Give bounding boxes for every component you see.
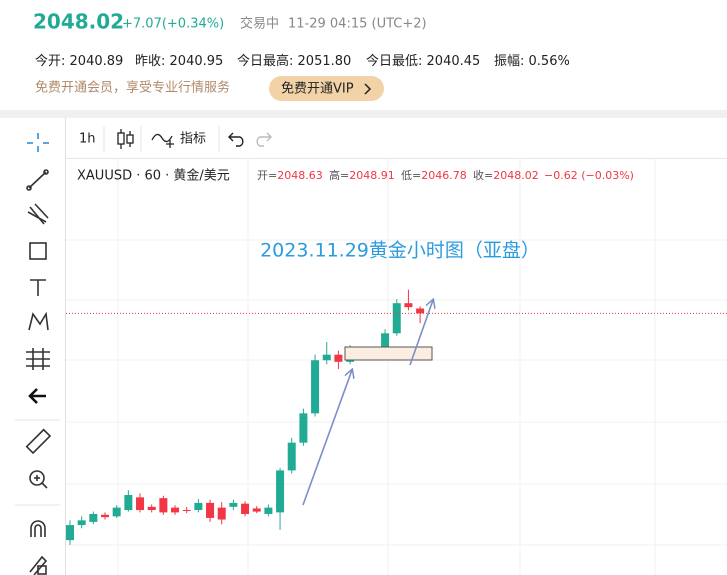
chart-annotation: 2023.11.29黄金小时图（亚盘） xyxy=(260,240,540,262)
market-status: 交易中 xyxy=(240,16,279,32)
ohlc-label: 收= xyxy=(473,168,493,182)
crosshair-tool[interactable] xyxy=(27,133,49,152)
stat-value: 0.56% xyxy=(529,54,570,69)
candle-body xyxy=(322,354,331,361)
stats-row: 今开: 2040.89 昨收: 2040.95 今日最高: 2051.80 今日… xyxy=(35,53,570,69)
ohlc-value: 2048.91 xyxy=(349,169,395,182)
candle-body xyxy=(194,502,203,511)
stat-label: 今日最高: xyxy=(237,53,293,69)
vip-button-label[interactable]: 免费开通VIP xyxy=(281,82,354,97)
candle-body xyxy=(381,333,390,354)
redo-button[interactable] xyxy=(256,132,272,147)
candle-body xyxy=(171,507,180,513)
candle-body xyxy=(252,508,261,512)
ohlc-label: 高= xyxy=(329,168,349,182)
candle-body xyxy=(334,354,343,362)
candle-body xyxy=(287,442,296,471)
stat-label: 今日最低: xyxy=(366,53,422,69)
lock-draw-tool[interactable] xyxy=(29,555,48,575)
candle-body xyxy=(404,303,413,308)
fib-tool[interactable] xyxy=(27,203,49,225)
candle-body xyxy=(112,507,121,517)
ohlc-value: 2046.78 xyxy=(421,169,467,182)
stat: 今日最高: 2051.80 xyxy=(237,53,351,69)
last-price: 2048.02 xyxy=(33,10,124,34)
stat: 今日最低: 2040.45 xyxy=(366,53,480,69)
ohlc-change: −0.62 (−0.03%) xyxy=(544,169,634,182)
vip-chevron xyxy=(364,83,372,95)
candle-body xyxy=(101,514,110,518)
stat-value: 2040.45 xyxy=(427,54,481,69)
zoom-tool[interactable] xyxy=(29,470,48,489)
magnet-tool[interactable] xyxy=(30,520,46,537)
back-tool[interactable] xyxy=(28,388,46,404)
candle-body xyxy=(264,507,273,514)
candle-body xyxy=(276,470,285,513)
ohlc-label: 低= xyxy=(401,169,421,182)
stat-label: 昨收: xyxy=(135,54,165,69)
drawn-box xyxy=(344,346,433,361)
stat-label: 今开: xyxy=(35,53,65,69)
pattern-tool[interactable] xyxy=(28,311,49,331)
candle-body xyxy=(241,503,250,514)
stat: 振幅: 0.56% xyxy=(494,54,570,69)
market-time: 11-29 04:15 (UTC+2) xyxy=(288,17,427,32)
indicator-label[interactable]: 指标 xyxy=(180,132,206,147)
ohlc-item: 低=2046.78 xyxy=(401,169,467,182)
candle-body xyxy=(182,510,191,512)
ohlc-value: 2048.02 xyxy=(493,169,539,182)
candle-body xyxy=(416,308,425,314)
candle-body xyxy=(77,520,86,526)
vip-button[interactable]: 免费开通VIP xyxy=(269,76,384,101)
plot xyxy=(66,289,727,545)
stat-value: 2040.95 xyxy=(170,54,224,69)
measure-tool[interactable] xyxy=(26,348,50,370)
vip-button-bg[interactable] xyxy=(269,76,384,101)
stat: 昨收: 2040.95 xyxy=(135,54,223,69)
stat-value: 2051.80 xyxy=(298,54,352,69)
ohlc-item: 高=2048.91 xyxy=(329,168,395,182)
drawn-arrow xyxy=(409,300,433,366)
drawing-tools xyxy=(15,133,60,575)
ohlc-label: 开= xyxy=(257,169,277,182)
ohlc-legend: 开=2048.63 高=2048.91 低=2046.78 收=2048.02 … xyxy=(257,168,634,182)
grid xyxy=(66,159,727,575)
shape-tool[interactable] xyxy=(29,242,47,260)
promo-text: 免费开通会员，享受专业行情服务 xyxy=(35,80,230,96)
price-change: +7.07(+0.34%) xyxy=(122,17,224,32)
candle-body xyxy=(229,502,238,507)
candle-body xyxy=(206,502,215,518)
ohlc-item: 收=2048.02 xyxy=(473,168,539,182)
panel-gap xyxy=(0,110,727,118)
candle-body xyxy=(124,494,133,511)
undo-button[interactable] xyxy=(228,132,244,147)
trendline-tool[interactable] xyxy=(26,169,49,191)
candle-body xyxy=(147,506,156,511)
chart-type-button[interactable] xyxy=(117,129,134,149)
indicator-button[interactable]: 指标 xyxy=(151,132,206,149)
candle-body xyxy=(392,303,401,334)
stat-label: 振幅: xyxy=(494,54,524,69)
symbol-line: XAUUSD · 60 · 黄金/美元 xyxy=(77,168,230,184)
candle-body xyxy=(66,525,74,541)
candle-body xyxy=(311,360,320,414)
stat: 今开: 2040.89 xyxy=(35,53,123,69)
stat-value: 2040.89 xyxy=(70,54,124,69)
text-tool[interactable] xyxy=(30,279,46,296)
candle-body xyxy=(217,507,226,520)
drawn-arrow xyxy=(302,370,352,506)
ohlc-value: 2048.63 xyxy=(277,169,323,182)
ruler-tool[interactable] xyxy=(25,428,52,455)
candle-body xyxy=(136,497,145,511)
candle-body xyxy=(159,498,168,513)
candle-body xyxy=(299,413,308,443)
interval-button[interactable]: 1h xyxy=(79,132,96,147)
candle-body xyxy=(89,513,98,522)
ohlc-item: 开=2048.63 xyxy=(257,169,323,182)
